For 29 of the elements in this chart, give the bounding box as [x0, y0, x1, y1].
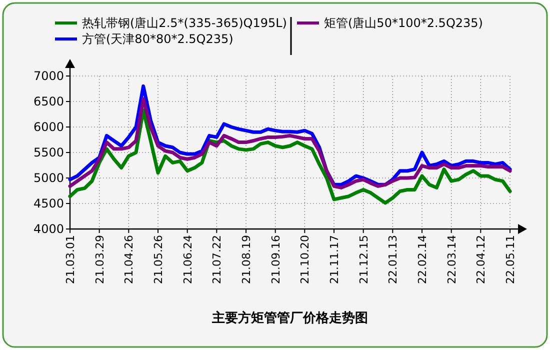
x-tick-label: 21.08.19 — [240, 235, 253, 284]
x-tick-label: 22.05.11 — [504, 235, 517, 284]
x-tick-label: 21.03.01 — [64, 235, 77, 284]
x-tick-label: 21.07.22 — [210, 235, 224, 284]
legend-label: 热轧带钢(唐山2.5*(335-365)Q195L) — [82, 16, 287, 30]
x-tick-label: 21.05.26 — [152, 235, 165, 284]
y-tick-label: 4000 — [33, 222, 64, 236]
x-tick-label: 22.02.14 — [416, 235, 429, 284]
y-tick-label: 6500 — [33, 94, 64, 108]
text: 主要方矩管管厂价格走势图 — [211, 310, 368, 326]
line-series — [68, 108, 512, 205]
x-tick-label: 21.11.17 — [328, 235, 341, 284]
x-tick-label: 21.12.15 — [357, 235, 370, 284]
legend-label: 方管(天津80*80*2.5Q235) — [82, 32, 234, 46]
y-tick-label: 5500 — [33, 146, 64, 160]
x-tick-label: 21.06.24 — [181, 235, 194, 284]
legend-label: 矩管(唐山50*100*2.5Q235) — [324, 16, 483, 30]
x-tick-label: 21.03.29 — [93, 235, 106, 284]
x-tick-label: 21.09.16 — [269, 235, 282, 284]
y-tick-label: 7000 — [33, 69, 64, 83]
y-tick-label: 5000 — [33, 171, 64, 185]
x-tick-label: 22.04.12 — [474, 235, 488, 284]
x-tick-label: 22.01.13 — [386, 235, 400, 284]
x-tick-label: 21.04.26 — [122, 235, 136, 284]
x-tick-label: 22.03.14 — [445, 235, 458, 284]
x-tick-label: 21.10.20 — [298, 235, 312, 284]
y-tick-label: 4500 — [33, 196, 64, 210]
y-tick-label: 6000 — [33, 120, 64, 134]
line-series — [68, 97, 512, 190]
